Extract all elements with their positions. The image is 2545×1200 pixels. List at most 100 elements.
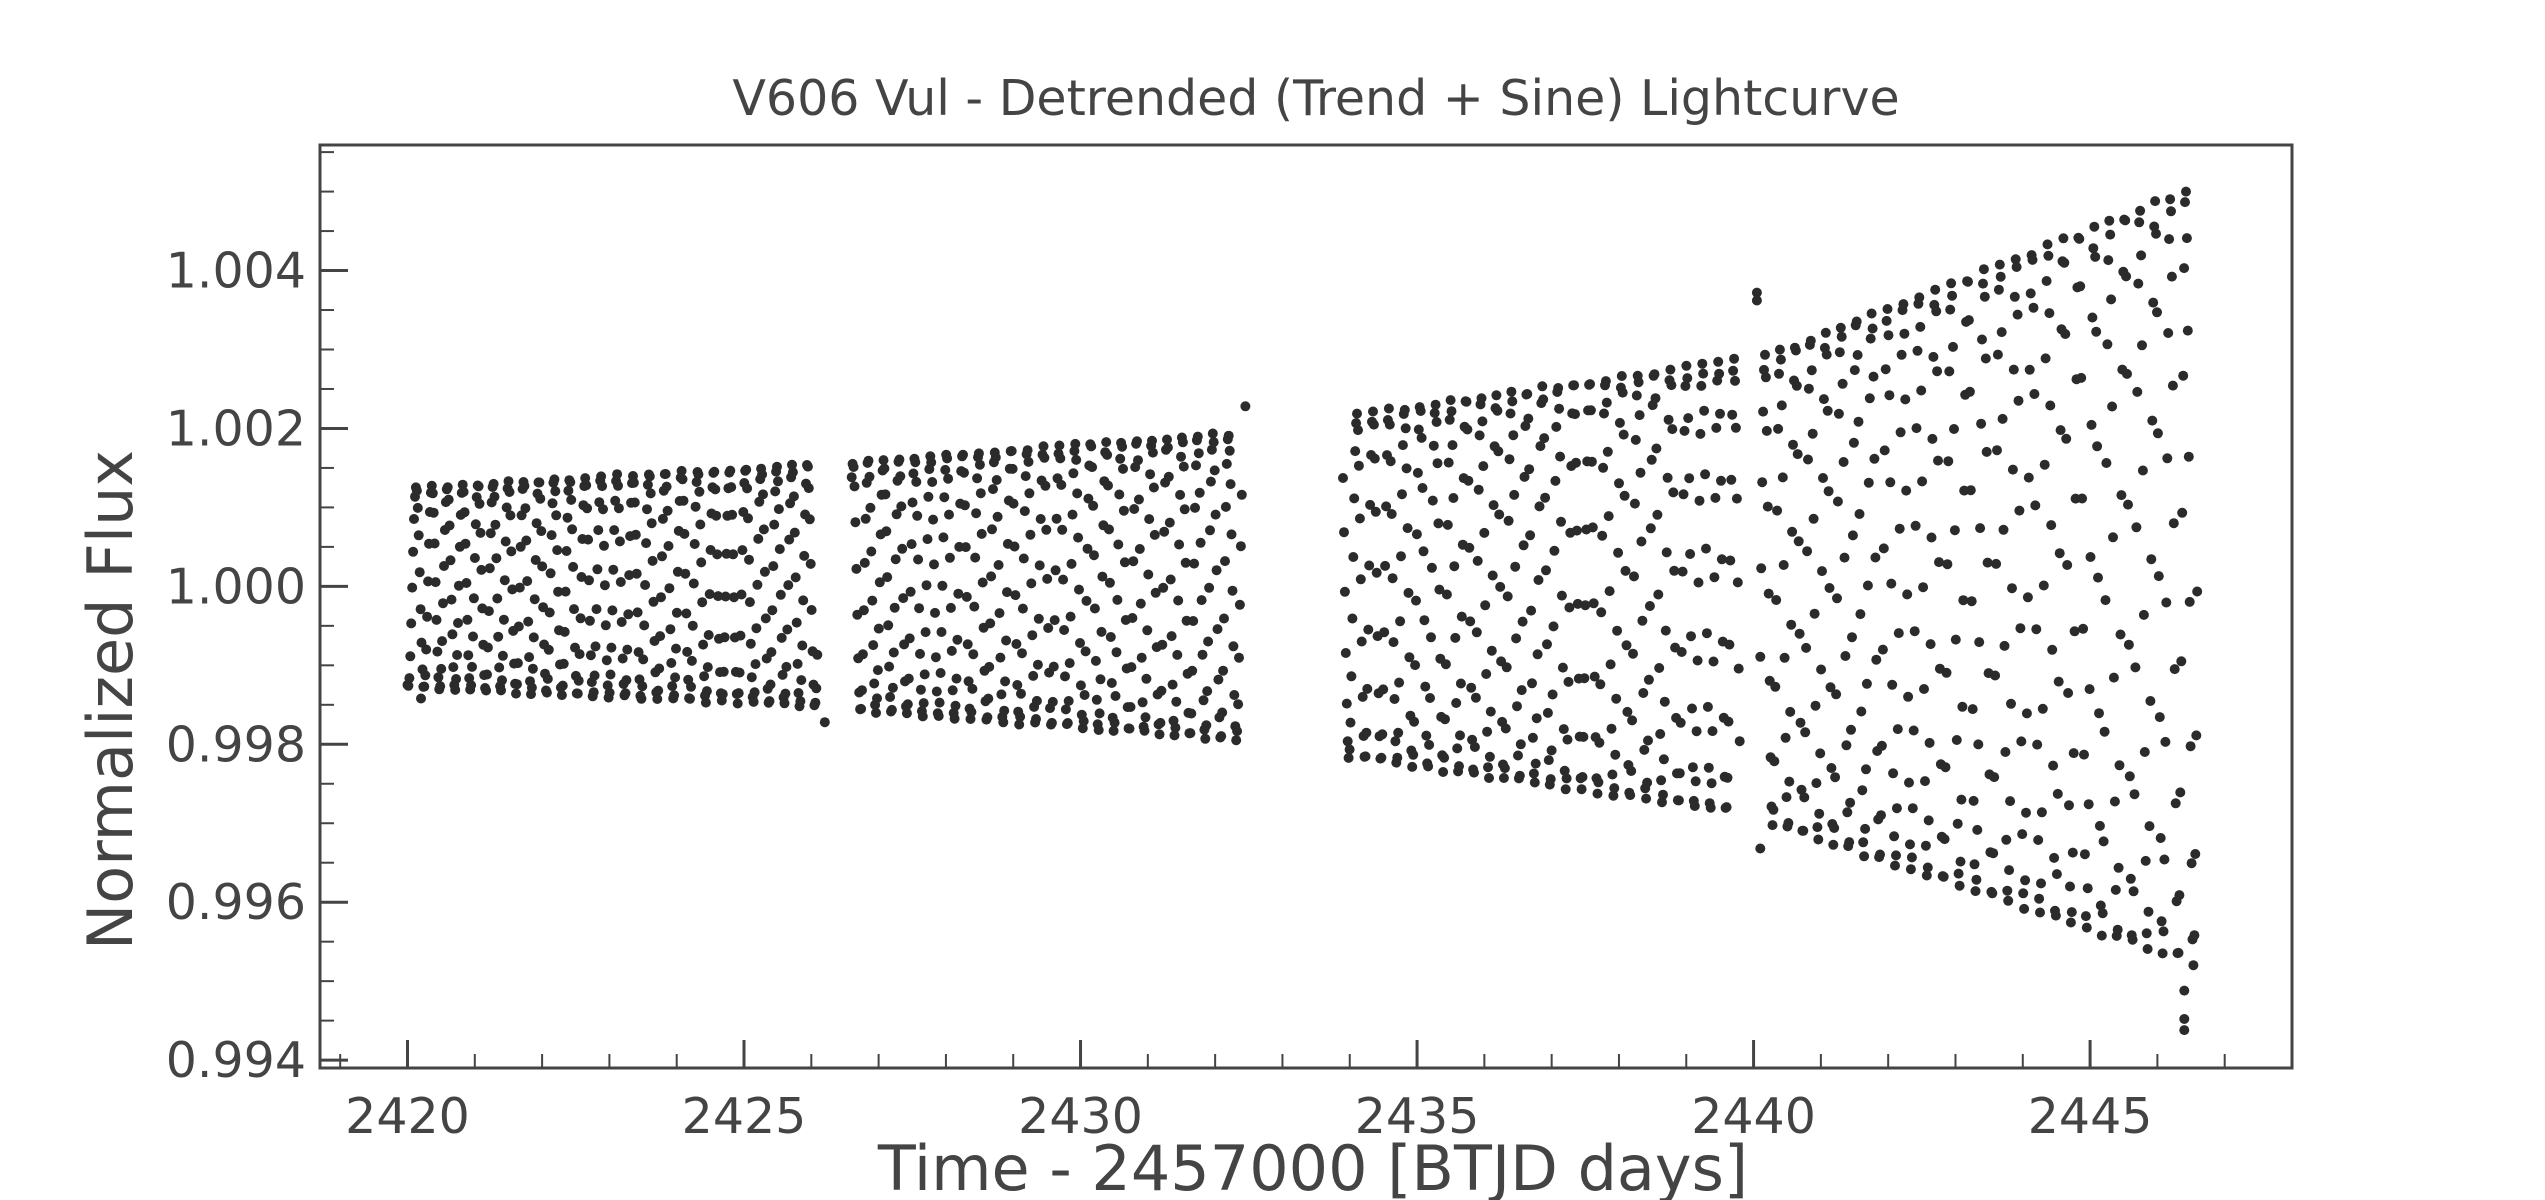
data-point xyxy=(426,480,437,491)
data-point xyxy=(1105,632,1116,642)
data-point xyxy=(1144,514,1155,525)
data-point xyxy=(2095,900,2106,911)
data-point xyxy=(1572,598,1583,609)
data-point xyxy=(2015,623,2026,634)
data-point xyxy=(2154,712,2165,723)
data-point xyxy=(1415,406,1426,416)
data-point xyxy=(2176,656,2187,667)
data-point xyxy=(1201,720,1212,731)
data-point xyxy=(1828,839,1839,850)
data-point xyxy=(1898,299,1909,310)
data-point xyxy=(804,514,815,525)
data-point xyxy=(2076,372,2087,383)
data-point xyxy=(782,624,793,635)
data-point xyxy=(863,455,874,466)
data-point xyxy=(1504,454,1515,465)
data-point xyxy=(2002,885,2013,896)
data-point xyxy=(552,545,563,556)
data-point xyxy=(792,658,803,669)
data-point xyxy=(514,582,525,593)
data-point xyxy=(1685,549,1696,559)
data-point xyxy=(608,564,619,575)
data-point xyxy=(1516,685,1527,696)
data-point xyxy=(768,561,779,572)
data-point xyxy=(919,669,930,680)
data-point xyxy=(1524,464,1535,475)
data-point xyxy=(1026,578,1037,589)
data-point xyxy=(897,543,908,554)
data-point xyxy=(910,457,921,468)
data-point xyxy=(1703,762,1714,773)
data-point xyxy=(1705,802,1716,813)
data-point xyxy=(2110,884,2121,895)
data-point xyxy=(2109,796,2120,807)
data-point xyxy=(1207,428,1218,439)
data-point xyxy=(414,567,425,578)
data-point xyxy=(1533,575,1544,585)
data-point xyxy=(1411,529,1422,540)
data-point xyxy=(1011,639,1022,649)
data-point xyxy=(1823,486,1834,497)
data-point xyxy=(752,579,763,590)
data-point xyxy=(1383,403,1394,414)
data-point xyxy=(1622,706,1633,717)
data-point xyxy=(2092,441,2103,452)
data-point xyxy=(1563,676,1574,687)
data-point xyxy=(1903,691,1914,702)
data-point xyxy=(1957,701,1968,712)
data-point xyxy=(1443,457,1454,468)
data-point xyxy=(1059,625,1070,635)
data-point xyxy=(959,500,970,511)
data-point xyxy=(1482,726,1493,737)
data-point xyxy=(1445,395,1456,406)
data-point xyxy=(713,591,724,602)
data-point xyxy=(1416,432,1427,443)
data-point xyxy=(1213,674,1224,685)
data-point xyxy=(536,526,547,537)
data-point xyxy=(1038,441,1049,452)
data-point xyxy=(2011,262,2022,272)
data-point xyxy=(915,648,925,659)
data-point xyxy=(1047,696,1058,707)
data-point xyxy=(2087,312,2098,323)
data-point xyxy=(1600,376,1611,387)
data-point xyxy=(1893,628,1904,639)
data-point xyxy=(551,510,562,521)
data-point xyxy=(412,502,423,513)
data-point xyxy=(1825,682,1836,693)
data-point xyxy=(483,606,494,617)
data-point xyxy=(1063,696,1074,706)
data-point xyxy=(438,598,448,609)
data-point xyxy=(1695,428,1706,439)
data-point xyxy=(902,699,913,710)
data-point xyxy=(615,577,626,587)
data-point xyxy=(1780,732,1791,743)
data-point xyxy=(1787,526,1798,537)
data-point xyxy=(994,608,1005,619)
data-point xyxy=(407,582,418,593)
data-point xyxy=(1715,408,1725,419)
data-point xyxy=(1554,403,1565,414)
data-point xyxy=(1890,860,1900,871)
data-point xyxy=(1618,429,1629,440)
outlier-point xyxy=(1751,287,1762,298)
data-point xyxy=(2145,696,2156,706)
data-point xyxy=(405,651,416,662)
data-point xyxy=(1769,756,1780,767)
data-point xyxy=(2085,552,2096,562)
data-point xyxy=(2020,875,2031,886)
data-point xyxy=(856,703,867,714)
data-point xyxy=(2147,415,2158,426)
data-point xyxy=(1427,495,1438,506)
data-point xyxy=(991,475,1002,485)
data-point xyxy=(2022,592,2033,603)
data-point xyxy=(1041,524,1052,535)
data-point xyxy=(1463,475,1474,486)
data-point xyxy=(1810,700,1821,711)
data-point xyxy=(2175,787,2186,798)
data-point xyxy=(1817,566,1827,577)
data-point xyxy=(633,647,644,658)
data-point xyxy=(1832,593,1842,604)
data-point xyxy=(1589,671,1600,682)
data-point xyxy=(1514,770,1525,781)
